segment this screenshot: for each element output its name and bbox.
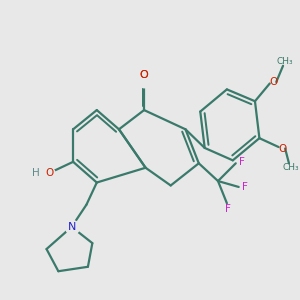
Text: O: O xyxy=(269,77,278,87)
Text: N: N xyxy=(68,222,76,232)
Text: CH₃: CH₃ xyxy=(282,163,299,172)
Text: H: H xyxy=(32,168,40,178)
Text: O: O xyxy=(278,143,286,154)
Text: O: O xyxy=(140,70,148,80)
Text: F: F xyxy=(225,204,231,214)
Text: O: O xyxy=(140,70,148,80)
Text: O: O xyxy=(45,168,54,178)
Text: F: F xyxy=(242,182,248,192)
Text: CH₃: CH₃ xyxy=(276,57,293,66)
Text: F: F xyxy=(239,157,245,167)
